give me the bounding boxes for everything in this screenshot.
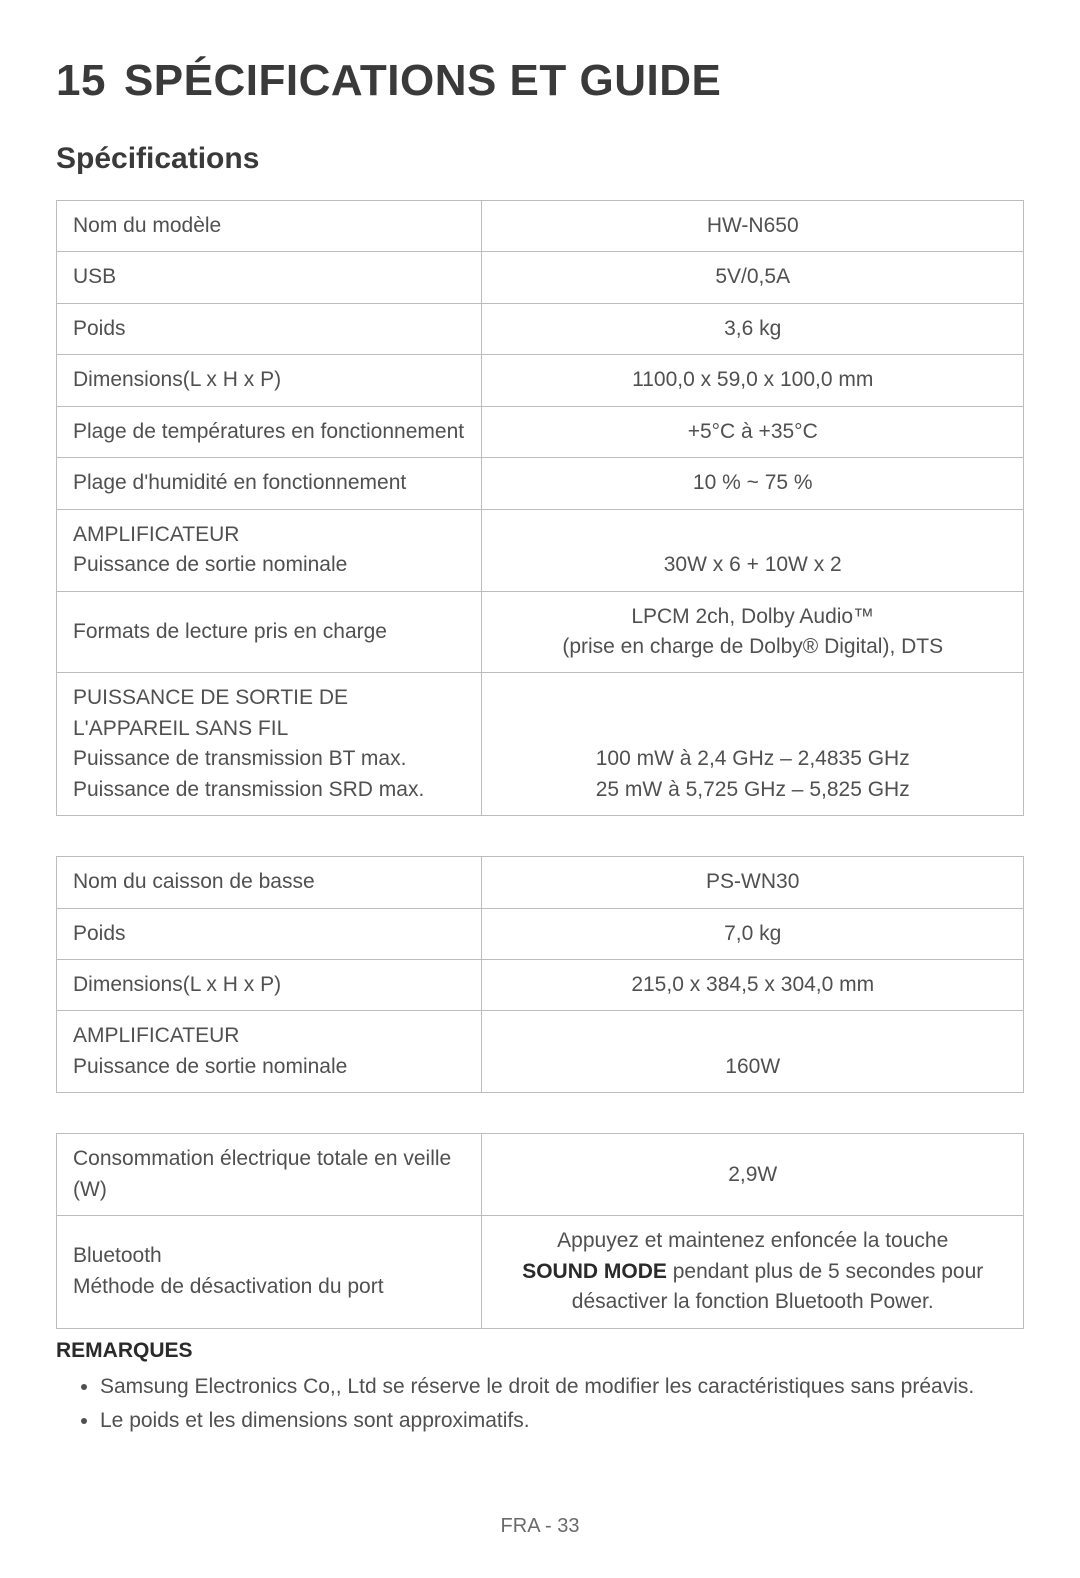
spec-table-power: Consommation électrique totale en veille… xyxy=(56,1133,1024,1328)
label-line: Puissance de transmission BT max. xyxy=(73,744,465,774)
table-row: USB 5V/0,5A xyxy=(57,252,1024,303)
remarks-list: Samsung Electronics Co,, Ltd se réserve … xyxy=(56,1373,1024,1436)
spec-table-subwoofer: Nom du caisson de basse PS-WN30 Poids 7,… xyxy=(56,856,1024,1093)
value-line: LPCM 2ch, Dolby Audio™ xyxy=(498,602,1007,632)
list-item: Samsung Electronics Co,, Ltd se réserve … xyxy=(100,1373,1024,1401)
label-upper: PUISSANCE DE SORTIE DE L'APPAREIL SANS F… xyxy=(73,683,465,744)
label-line: Bluetooth xyxy=(73,1241,465,1271)
spec-label-amplifier: AMPLIFICATEUR Puissance de sortie nomina… xyxy=(57,1011,482,1093)
label-upper: AMPLIFICATEUR xyxy=(73,520,465,550)
spec-value: 7,0 kg xyxy=(482,908,1024,959)
value-line: Appuyez et maintenez enfoncée la touche xyxy=(498,1226,1007,1256)
table-row: Formats de lecture pris en charge LPCM 2… xyxy=(57,591,1024,673)
spec-label: Poids xyxy=(57,908,482,959)
table-row: AMPLIFICATEUR Puissance de sortie nomina… xyxy=(57,1011,1024,1093)
label-line: Méthode de désactivation du port xyxy=(73,1272,465,1302)
spec-label: Plage d'humidité en fonctionnement xyxy=(57,458,482,509)
chapter-number: 15 xyxy=(56,56,106,105)
label-lower: Puissance de sortie nominale xyxy=(73,1052,465,1082)
spec-label: Nom du modèle xyxy=(57,201,482,252)
spec-label-bluetooth: Bluetooth Méthode de désactivation du po… xyxy=(57,1216,482,1328)
spec-label: Plage de températures en fonctionnement xyxy=(57,406,482,457)
page-footer: FRA - 33 xyxy=(56,1515,1024,1538)
section-title: Spécifications xyxy=(56,142,1024,176)
spec-label: Dimensions(L x H x P) xyxy=(57,960,482,1011)
spec-value: +5°C à +35°C xyxy=(482,406,1024,457)
remarks-title: REMARQUES xyxy=(56,1339,1024,1363)
spec-label: Dimensions(L x H x P) xyxy=(57,355,482,406)
value-line: SOUND MODE pendant plus de 5 secondes po… xyxy=(498,1257,1007,1287)
table-row: Nom du caisson de basse PS-WN30 xyxy=(57,857,1024,908)
spec-value: 1100,0 x 59,0 x 100,0 mm xyxy=(482,355,1024,406)
table-row: AMPLIFICATEUR Puissance de sortie nomina… xyxy=(57,509,1024,591)
spec-label: Nom du caisson de basse xyxy=(57,857,482,908)
value-line: (prise en charge de Dolby® Digital), DTS xyxy=(498,632,1007,662)
spec-value: 5V/0,5A xyxy=(482,252,1024,303)
label-line: Puissance de transmission SRD max. xyxy=(73,775,465,805)
table-row: Consommation électrique totale en veille… xyxy=(57,1134,1024,1216)
label-upper: AMPLIFICATEUR xyxy=(73,1021,465,1051)
table-row: Dimensions(L x H x P) 1100,0 x 59,0 x 10… xyxy=(57,355,1024,406)
spec-table-main: Nom du modèle HW-N650 USB 5V/0,5A Poids … xyxy=(56,200,1024,816)
table-row: Poids 7,0 kg xyxy=(57,908,1024,959)
table-row: Poids 3,6 kg xyxy=(57,303,1024,354)
value-line: 100 mW à 2,4 GHz – 2,4835 GHz xyxy=(498,744,1007,774)
table-row: PUISSANCE DE SORTIE DE L'APPAREIL SANS F… xyxy=(57,673,1024,816)
value-line: 25 mW à 5,725 GHz – 5,825 GHz xyxy=(498,775,1007,805)
value-bold: SOUND MODE xyxy=(522,1260,667,1283)
list-item: Le poids et les dimensions sont approxim… xyxy=(100,1407,1024,1435)
table-row: Plage de températures en fonctionnement … xyxy=(57,406,1024,457)
table-row: Nom du modèle HW-N650 xyxy=(57,201,1024,252)
chapter-title: 15 SPÉCIFICATIONS ET GUIDE xyxy=(56,56,1024,106)
spec-label: Consommation électrique totale en veille… xyxy=(57,1134,482,1216)
spec-label: Poids xyxy=(57,303,482,354)
table-row: Dimensions(L x H x P) 215,0 x 384,5 x 30… xyxy=(57,960,1024,1011)
spec-value: 160W xyxy=(482,1011,1024,1093)
spec-value: HW-N650 xyxy=(482,201,1024,252)
value-line: désactiver la fonction Bluetooth Power. xyxy=(498,1287,1007,1317)
value-text: Appuyez et maintenez enfoncée la touche xyxy=(557,1229,948,1252)
value-text: pendant plus de 5 secondes pour xyxy=(667,1260,983,1283)
table-row: Bluetooth Méthode de désactivation du po… xyxy=(57,1216,1024,1328)
spec-value: PS-WN30 xyxy=(482,857,1024,908)
spec-value: 2,9W xyxy=(482,1134,1024,1216)
spec-value: 100 mW à 2,4 GHz – 2,4835 GHz 25 mW à 5,… xyxy=(482,673,1024,816)
label-lower: Puissance de sortie nominale xyxy=(73,550,465,580)
spec-value: 10 % ~ 75 % xyxy=(482,458,1024,509)
spec-label-amplifier: AMPLIFICATEUR Puissance de sortie nomina… xyxy=(57,509,482,591)
spec-value: 30W x 6 + 10W x 2 xyxy=(482,509,1024,591)
spec-value: 3,6 kg xyxy=(482,303,1024,354)
spec-label-wireless: PUISSANCE DE SORTIE DE L'APPAREIL SANS F… xyxy=(57,673,482,816)
spec-label: USB xyxy=(57,252,482,303)
table-row: Plage d'humidité en fonctionnement 10 % … xyxy=(57,458,1024,509)
spec-value: 215,0 x 384,5 x 304,0 mm xyxy=(482,960,1024,1011)
chapter-title-text: SPÉCIFICATIONS ET GUIDE xyxy=(124,56,721,105)
spec-value: Appuyez et maintenez enfoncée la touche … xyxy=(482,1216,1024,1328)
spec-value: LPCM 2ch, Dolby Audio™ (prise en charge … xyxy=(482,591,1024,673)
spec-label: Formats de lecture pris en charge xyxy=(57,591,482,673)
